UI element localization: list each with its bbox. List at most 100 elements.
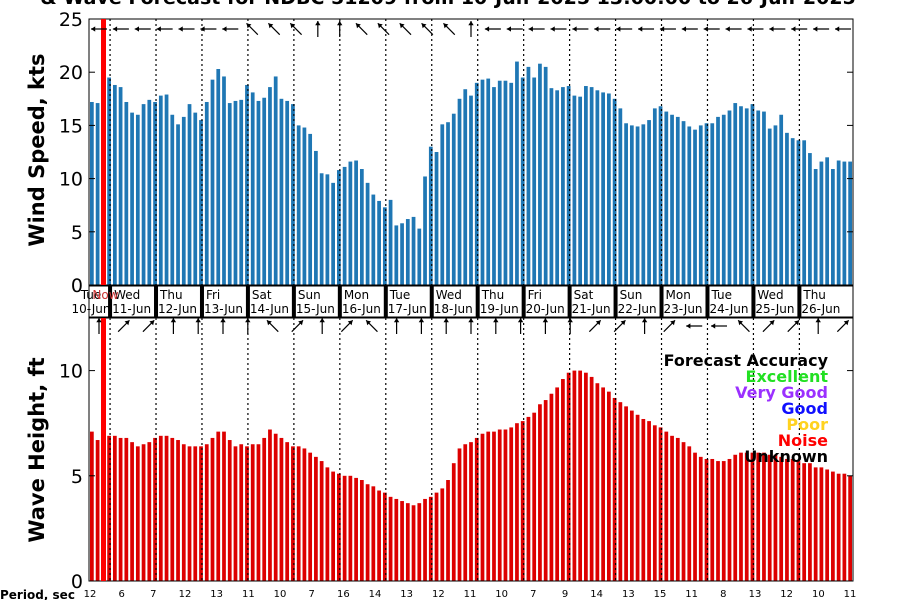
wind-bar	[325, 174, 330, 285]
wind-direction-arrow	[506, 26, 523, 32]
legend-entry-good: Good	[781, 399, 828, 418]
wind-bar	[584, 86, 588, 285]
wind-direction-arrow-head	[91, 26, 96, 32]
wind-direction-arrow	[246, 22, 259, 36]
period-value: 11	[685, 589, 698, 600]
wave-bar	[411, 505, 416, 581]
day-date-label: 25-Jun	[755, 302, 794, 316]
wave-bar	[285, 442, 290, 581]
wave-direction-arrow-head	[266, 320, 272, 326]
wave-bar	[176, 440, 180, 581]
wave-bar	[273, 433, 278, 581]
wind-bar	[348, 161, 353, 285]
wave-bar	[520, 421, 525, 581]
wind-direction-arrow	[222, 26, 239, 32]
wave-bar	[250, 444, 255, 581]
wind-direction-arrow-head	[399, 23, 405, 29]
day-date-label: 23-Jun	[664, 302, 703, 316]
wave-bar	[296, 446, 301, 581]
day-name-label: Thu	[481, 288, 505, 302]
wind-direction-arrow	[703, 26, 720, 32]
wind-direction-arrow	[550, 26, 567, 32]
wave-bar	[377, 490, 381, 581]
wind-bar	[256, 100, 261, 286]
wind-bar	[394, 225, 399, 285]
wind-bar	[710, 123, 715, 286]
wave-bar	[727, 458, 732, 581]
wind-direction-arrow	[200, 26, 217, 32]
wind-bar	[227, 103, 232, 285]
wave-bar	[612, 397, 617, 581]
wave-bar	[199, 446, 203, 581]
wave-bar	[658, 427, 663, 581]
day-name-label: Sat	[574, 288, 594, 302]
y-tick-label: 20	[59, 62, 83, 84]
legend-entry-unknown: Unknown	[744, 447, 828, 466]
wind-bar	[520, 77, 525, 286]
wave-bar	[543, 400, 548, 581]
day-date-label: 15-Jun	[296, 302, 335, 316]
wave-bar	[124, 437, 129, 581]
wind-bar	[273, 76, 278, 286]
wave-bar	[405, 503, 410, 581]
day-name-label: Tue	[389, 288, 411, 302]
wave-bar	[509, 427, 514, 581]
wind-bar	[233, 100, 238, 286]
period-value: 10	[812, 589, 825, 600]
wave-bar	[629, 410, 634, 581]
wind-bar	[624, 123, 628, 286]
wave-height-panel: 0 5 10	[59, 317, 854, 593]
wind-direction-arrow	[638, 26, 655, 32]
wave-bar	[434, 492, 439, 581]
day-strip-divider	[475, 286, 480, 317]
wind-bar	[532, 77, 537, 286]
wind-direction-arrow-head	[791, 26, 796, 32]
wave-bar	[112, 435, 117, 581]
wind-bar	[118, 87, 123, 285]
wave-bar	[664, 431, 669, 581]
wind-direction-arrow-head	[377, 23, 383, 29]
wave-bar	[204, 444, 209, 581]
wave-direction-arrow	[443, 318, 449, 334]
wave-direction-arrow	[340, 319, 354, 333]
wind-bar	[423, 176, 427, 285]
wind-bar	[652, 108, 657, 285]
wave-bar	[400, 501, 404, 581]
wind-bar	[658, 106, 663, 285]
wind-bar	[210, 79, 215, 286]
day-date-label: 13-Jun	[204, 302, 243, 316]
wind-bar	[112, 84, 117, 285]
wind-direction-arrow-head	[835, 26, 840, 32]
wind-bar	[451, 113, 456, 285]
day-strip-divider	[383, 286, 388, 317]
day-date-label: 16-Jun	[342, 302, 381, 316]
wave-bar	[371, 486, 376, 581]
wave-direction-arrow-head	[443, 318, 449, 323]
wave-bar	[687, 446, 692, 581]
wave-bar	[779, 456, 784, 581]
day-date-label: 12-Jun	[158, 302, 197, 316]
wind-direction-arrow-head	[337, 21, 343, 26]
wave-bar	[457, 448, 462, 581]
wind-bar	[819, 161, 824, 285]
day-name-label: Sat	[252, 288, 272, 302]
wind-bar	[515, 61, 519, 286]
wind-bar	[492, 87, 496, 285]
day-name-label: Sun	[298, 288, 321, 302]
day-name-label: Mon	[344, 288, 369, 302]
wind-bar	[561, 87, 565, 285]
wave-direction-arrow	[711, 323, 727, 329]
day-date-label: 14-Jun	[250, 302, 289, 316]
wind-bar	[469, 95, 473, 285]
wave-bar	[216, 431, 221, 581]
wind-direction-arrow-head	[550, 26, 555, 32]
wave-bar	[584, 372, 588, 581]
wave-direction-arrow	[542, 318, 549, 334]
period-value: 11	[242, 589, 255, 600]
day-label-strip: Tue10-JunWed11-JunThu12-JunFri13-JunSat1…	[71, 285, 854, 318]
wind-bar	[848, 161, 852, 285]
wave-direction-arrow	[588, 319, 602, 333]
wave-direction-arrow-head	[298, 320, 304, 326]
wave-bar	[118, 437, 123, 581]
wave-bar	[773, 454, 778, 581]
